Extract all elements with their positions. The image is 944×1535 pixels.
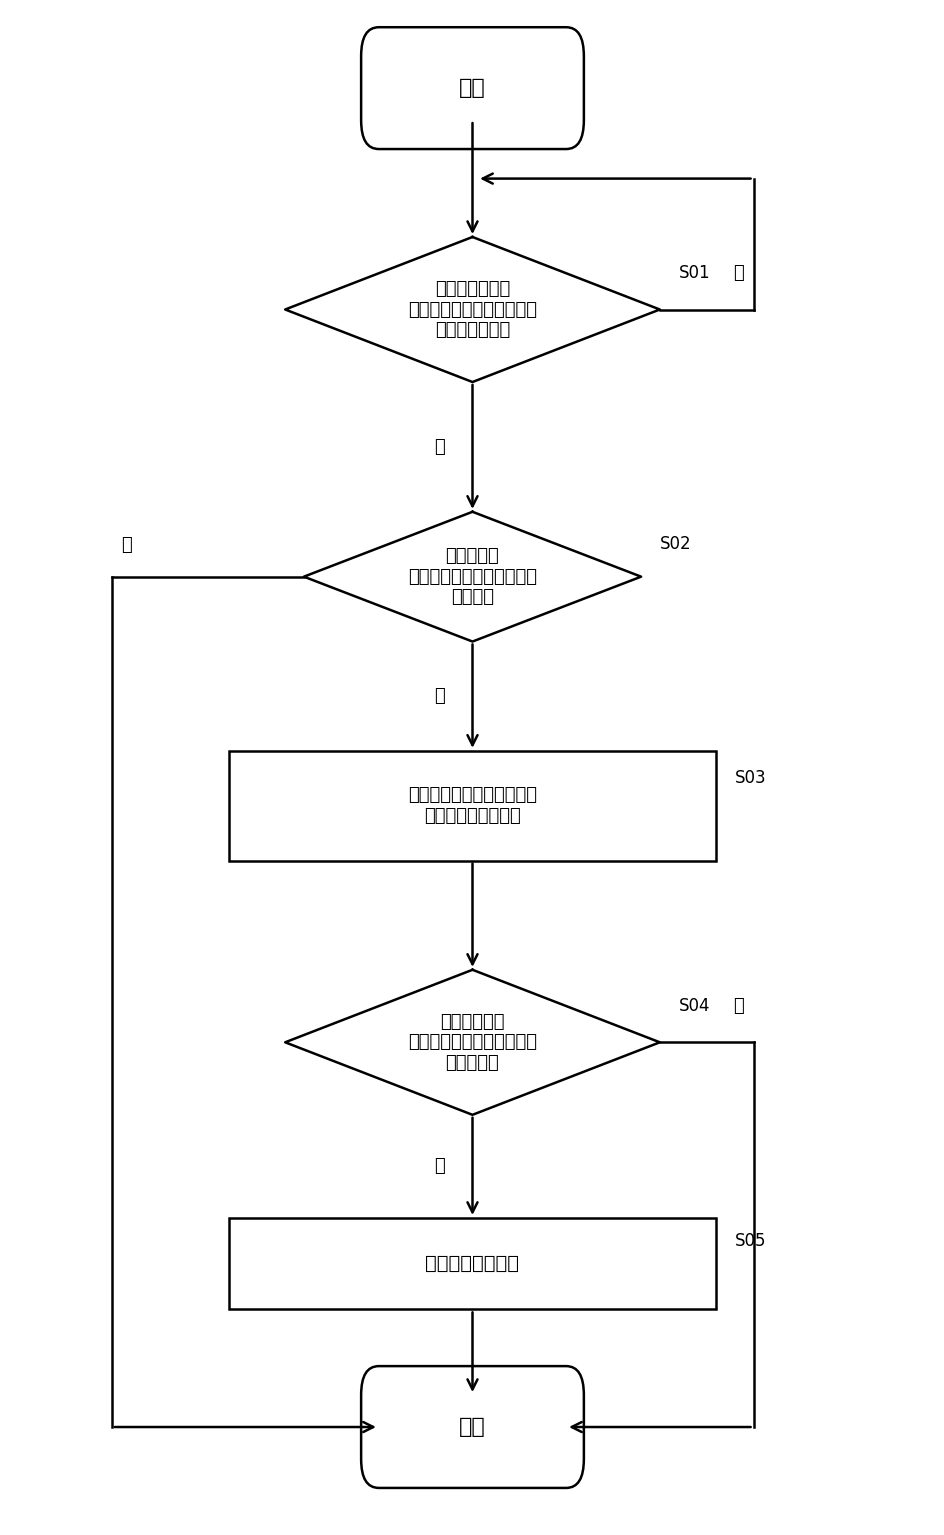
Bar: [228, 1217, 716, 1309]
Text: 判断柴油机进入
再生燃油喷射阶段的时长是
否达到预设时长: 判断柴油机进入 再生燃油喷射阶段的时长是 否达到预设时长: [408, 279, 536, 339]
FancyBboxPatch shape: [361, 28, 583, 149]
Text: 否: 否: [733, 996, 743, 1015]
FancyBboxPatch shape: [361, 1366, 583, 1487]
Text: 开始: 开始: [459, 78, 485, 98]
Text: 否: 否: [733, 264, 743, 282]
Text: S03: S03: [734, 769, 766, 787]
Bar: [228, 751, 716, 861]
Text: 判断温度传感
器测得的温度值是否超过所
述预设温度: 判断温度传感 器测得的温度值是否超过所 述预设温度: [408, 1013, 536, 1071]
Text: S02: S02: [659, 536, 691, 553]
Polygon shape: [304, 511, 640, 642]
Text: S04: S04: [678, 998, 709, 1015]
Text: 是: 是: [121, 536, 132, 554]
Text: S05: S05: [734, 1231, 766, 1249]
Polygon shape: [285, 970, 659, 1114]
Text: 控制柴油机喷油器执行远后
喷射并维持一定时间: 控制柴油机喷油器执行远后 喷射并维持一定时间: [408, 786, 536, 826]
Text: 结束: 结束: [459, 1417, 485, 1437]
Text: 否: 否: [433, 688, 444, 705]
Text: 输出第一指示信号: 输出第一指示信号: [425, 1254, 519, 1273]
Text: 是: 是: [433, 437, 444, 456]
Text: 是: 是: [433, 1157, 444, 1176]
Text: 判断温度传
感器测得的温度值是否超过
预设温度: 判断温度传 感器测得的温度值是否超过 预设温度: [408, 546, 536, 606]
Polygon shape: [285, 236, 659, 382]
Text: S01: S01: [678, 264, 710, 282]
